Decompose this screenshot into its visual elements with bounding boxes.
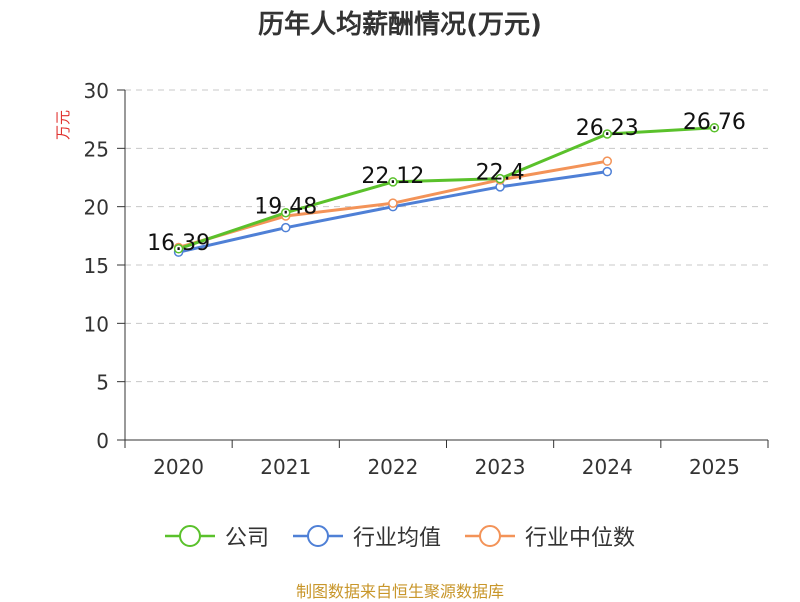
x-tick-label: 2024 [582,455,633,479]
data-point [709,123,720,133]
legend: 公司 行业均值 行业中位数 [0,520,800,552]
source-note: 制图数据来自恒生聚源数据库 [295,582,504,601]
data-label: 26.23 [576,116,639,141]
series-points [173,123,720,257]
legend-item-2[interactable]: 行业中位数 [465,520,635,552]
data-point [388,177,398,187]
legend-label: 公司 [224,526,269,551]
data-point [388,198,398,208]
data-labels: 16.39 19.48 22.12 22.4 26.23 26.76 [147,110,746,256]
data-label: 19.48 [254,195,317,220]
x-tick-label: 2023 [475,455,526,479]
legend-line-marker-icon [292,525,343,547]
data-point [281,207,291,218]
series-lines [178,126,715,254]
data-label: 16.39 [147,231,210,256]
data-point [495,173,505,184]
x-tick-label: 2022 [367,455,418,479]
legend-circle [178,525,201,547]
legend-line-marker-icon [465,525,515,547]
series-line-0 [178,126,715,251]
x-tick-label: 2025 [689,455,740,479]
legend-line-marker-icon [164,525,215,547]
y-tick-label: 5 [96,371,109,395]
y-tick-label: 15 [84,254,109,278]
data-point [602,156,612,166]
y-tick-label: 20 [84,196,109,220]
legend-circle [479,525,501,547]
grid-lines [125,89,768,383]
chart-title: 历年人均薪酬情况(万元) [258,10,542,40]
y-tick-label: 30 [84,79,109,103]
data-point [173,244,184,254]
x-tick-label: 2020 [153,455,204,479]
data-point [281,222,291,233]
data-label: 26.76 [683,110,746,135]
data-label: 22.12 [361,164,424,189]
x-tick-label: 2021 [260,455,311,479]
y-tick-label: 10 [84,312,109,336]
legend-label: 行业均值 [352,526,441,551]
legend-label: 行业中位数 [525,526,636,551]
legend-item-0[interactable]: 公司 [164,520,269,552]
axes [117,89,769,448]
legend-circle [306,525,329,547]
legend-item-1[interactable]: 行业均值 [292,520,441,552]
data-label: 22.4 [476,161,525,186]
y-tick-label: 25 [84,137,109,161]
data-point [602,166,612,177]
y-tick-label: 0 [96,429,109,453]
data-point [602,129,612,139]
